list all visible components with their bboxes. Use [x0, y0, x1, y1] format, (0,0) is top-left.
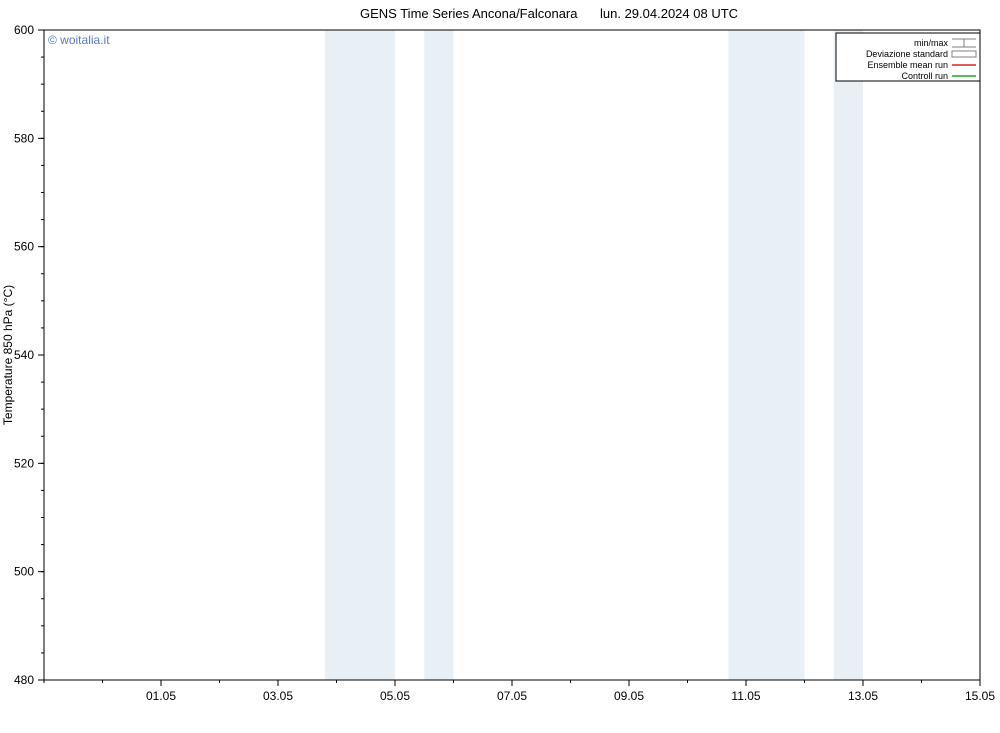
legend-label: min/max — [914, 38, 949, 48]
time-series-chart: GENS Time Series Ancona/Falconara lun. 29… — [0, 0, 1000, 733]
y-tick-label: 480 — [14, 673, 34, 687]
x-tick-label: 05.05 — [380, 689, 410, 703]
chart-title-right: lun. 29.04.2024 08 UTC — [600, 6, 738, 21]
y-axis-label: Temperature 850 hPa (°C) — [1, 285, 15, 425]
y-tick-label: 540 — [14, 348, 34, 362]
plot-shaded-band — [728, 30, 804, 680]
x-tick-label: 15.05 — [965, 689, 995, 703]
y-tick-label: 600 — [14, 23, 34, 37]
legend-label: Controll run — [901, 71, 948, 81]
chart-title-left: GENS Time Series Ancona/Falconara — [360, 6, 578, 21]
plot-shaded-band — [424, 30, 453, 680]
y-tick-label: 560 — [14, 240, 34, 254]
x-tick-label: 03.05 — [263, 689, 293, 703]
y-tick-label: 520 — [14, 456, 34, 470]
y-tick-label: 500 — [14, 565, 34, 579]
x-tick-label: 09.05 — [614, 689, 644, 703]
legend-label: Ensemble mean run — [867, 60, 948, 70]
legend-label: Deviazione standard — [866, 49, 948, 59]
watermark: © woitalia.it — [48, 33, 110, 47]
plot-shaded-band — [834, 30, 863, 680]
plot-shaded-band — [325, 30, 395, 680]
x-tick-label: 13.05 — [848, 689, 878, 703]
x-tick-label: 07.05 — [497, 689, 527, 703]
x-tick-label: 11.05 — [731, 689, 760, 703]
y-tick-label: 580 — [14, 131, 34, 145]
x-tick-label: 01.05 — [146, 689, 176, 703]
